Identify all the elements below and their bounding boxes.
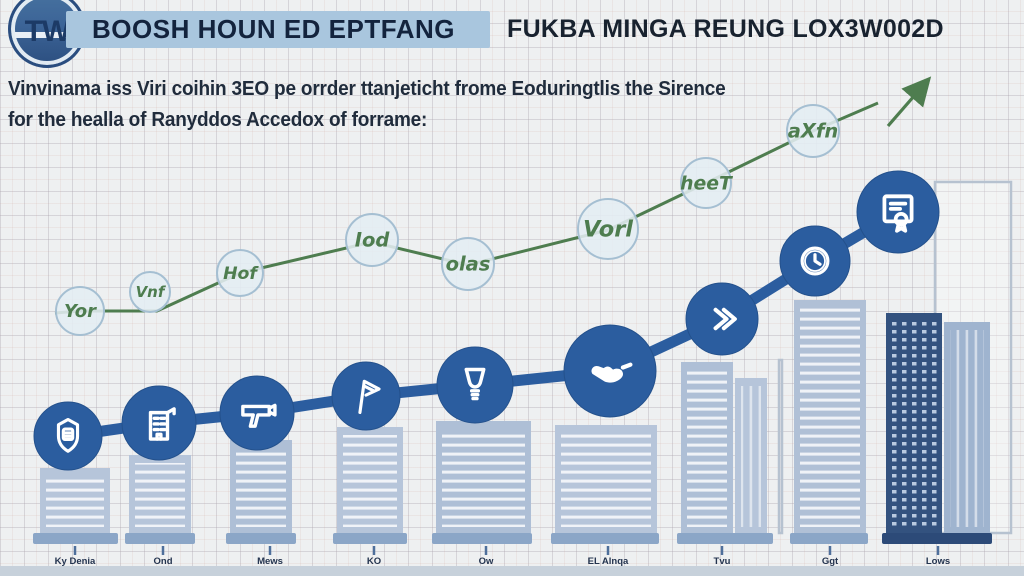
- green-marker-label: Vorl: [583, 217, 633, 243]
- main-title: BOOSH HOUN ED EPTFANG: [92, 14, 455, 44]
- intro-line-2: for the healla of Ranyddos Accedox of fo…: [8, 109, 428, 131]
- green-marker-label: heeT: [680, 173, 734, 194]
- green-marker: [216, 249, 264, 297]
- certificate-icon: [882, 194, 914, 233]
- title-bar: BOOSH HOUN ED EPTFANG: [66, 11, 490, 48]
- bar-pedestal: [882, 533, 992, 544]
- milestone-circle: [685, 282, 759, 356]
- green-marker: [129, 271, 171, 313]
- clock-icon: [800, 246, 830, 276]
- bar-windows: [687, 370, 727, 527]
- category-label: EL Alnqa: [588, 556, 629, 567]
- green-marker-label: aXfn: [788, 120, 839, 143]
- green-marker: [441, 237, 495, 291]
- category-label: Ond: [154, 556, 173, 567]
- trend-arrow: [886, 76, 932, 128]
- bar-pedestal: [790, 533, 868, 544]
- category-label: Tvu: [714, 556, 731, 567]
- green-marker: [680, 157, 732, 209]
- category-label: Lows: [926, 556, 950, 567]
- category-label: Ggt: [822, 556, 839, 567]
- logo-text: TW: [24, 15, 71, 48]
- green-marker-label: Hof: [223, 264, 259, 284]
- handshake-icon: [591, 362, 633, 383]
- bar-windows: [890, 321, 938, 527]
- bar-windows: [46, 476, 104, 527]
- bar-windows: [741, 386, 761, 527]
- lightbulb-icon: [464, 367, 486, 401]
- header: TW BOOSH HOUN ED EPTFANG FUKBA MINGA REU…: [0, 0, 1024, 68]
- green-trend-line: [54, 101, 879, 315]
- green-marker: [786, 104, 840, 158]
- green-marker-label: Iod: [355, 229, 391, 252]
- green-marker: [345, 213, 399, 267]
- milestone-circle: [219, 375, 295, 451]
- bar-windows: [800, 308, 860, 527]
- bar-windows: [442, 429, 525, 527]
- bar-pedestal: [677, 533, 773, 544]
- bottom-strip: [0, 566, 1024, 576]
- bar-windows: [135, 463, 185, 527]
- category-label: Mews: [257, 556, 283, 567]
- bar-windows: [950, 330, 984, 527]
- bar-pedestal: [551, 533, 659, 544]
- secondary-title: FUKBA MINGA REUNG LOX3W002D: [507, 15, 944, 43]
- category-label: Ky Denia: [55, 556, 96, 567]
- building-icon: [148, 407, 176, 441]
- green-marker-label: olas: [446, 253, 491, 276]
- intro-text: Vinvinama iss Viri coihin 3EO pe orrder …: [8, 74, 726, 136]
- milestone-circle: [436, 346, 514, 424]
- green-marker: [577, 198, 639, 260]
- bar-windows: [561, 433, 651, 527]
- bar-pedestal: [432, 533, 532, 544]
- intro-line-1: Vinvinama iss Viri coihin 3EO pe orrder …: [8, 78, 726, 100]
- bar-pedestal: [33, 533, 118, 544]
- logo-stripe: [15, 32, 79, 38]
- background-tower-outline: [777, 358, 784, 535]
- green-marker: [55, 286, 105, 336]
- bar-pedestal: [125, 533, 195, 544]
- flag-icon: [358, 379, 381, 415]
- milestone-circle: [856, 170, 940, 254]
- category-label: KO: [367, 556, 381, 567]
- double-arrow-icon: [713, 307, 737, 331]
- green-marker-label: Yor: [64, 301, 97, 322]
- bar-windows: [343, 435, 397, 527]
- category-label: Ow: [479, 556, 494, 567]
- bar-pedestal: [226, 533, 296, 544]
- green-marker-label: Vnf: [136, 283, 167, 301]
- bar-pedestal: [333, 533, 407, 544]
- drill-icon: [241, 403, 277, 428]
- bar-windows: [236, 448, 286, 527]
- badge-icon: [56, 417, 80, 453]
